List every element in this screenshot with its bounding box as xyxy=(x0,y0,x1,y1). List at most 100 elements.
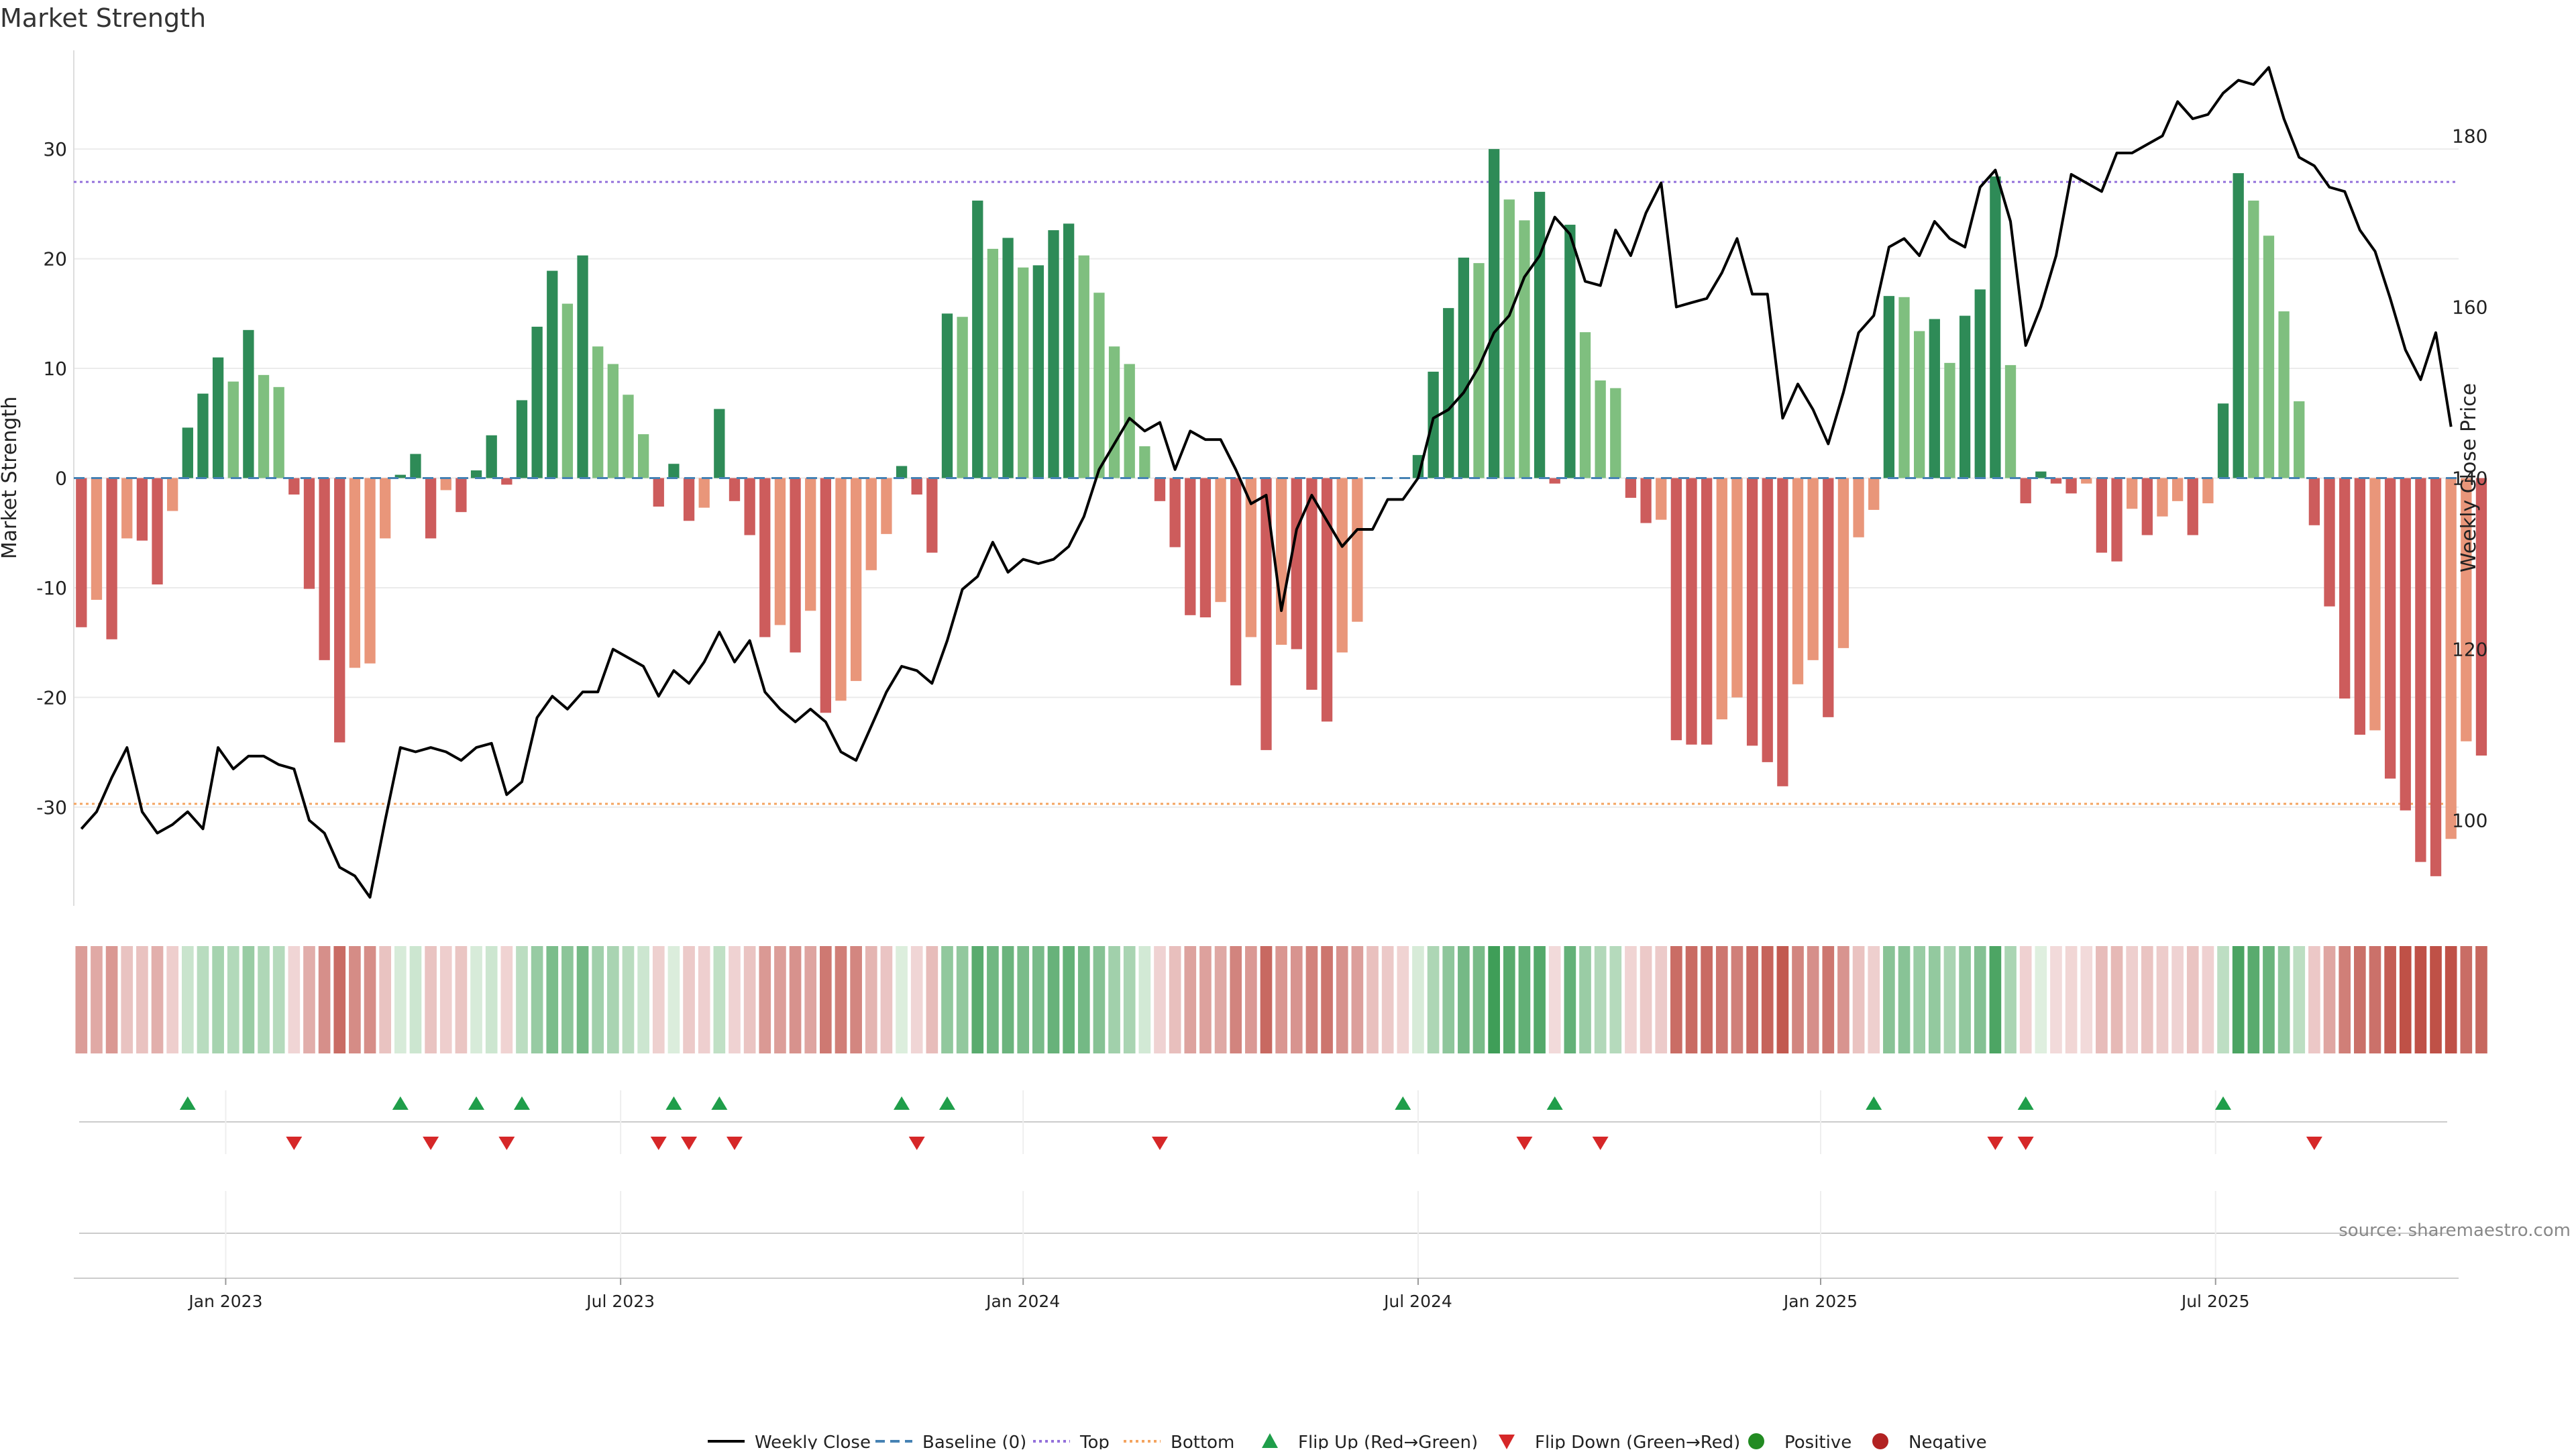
heat-cell xyxy=(1959,946,1971,1053)
strength-bar xyxy=(1018,267,1029,478)
strength-bar xyxy=(2400,478,2411,811)
strength-bar xyxy=(1275,478,1287,645)
strength-bar xyxy=(1199,478,1212,618)
strength-bar xyxy=(972,200,983,478)
x-tick-label: Jan 2024 xyxy=(985,1292,1060,1311)
legend-swatch xyxy=(1872,1433,1888,1449)
heat-cell xyxy=(1032,946,1044,1053)
weekly-close-line xyxy=(80,66,2453,899)
heat-cell xyxy=(364,946,376,1053)
strength-bar xyxy=(486,435,497,478)
strength-bar xyxy=(623,395,634,478)
heat-cell xyxy=(2247,946,2260,1053)
strength-bar xyxy=(744,478,755,535)
flip-up-marker xyxy=(392,1096,409,1110)
x-tick-label: Jan 2025 xyxy=(1782,1292,1858,1311)
strength-bar xyxy=(1519,220,1530,478)
heat-cell xyxy=(105,946,118,1053)
strength-bar xyxy=(1746,478,1758,746)
strength-bar xyxy=(227,381,239,478)
flip-up-marker xyxy=(2215,1096,2232,1110)
heat-cell xyxy=(820,946,832,1053)
x-axis: Jan 2023 Jul 2023 Jan 2024 Jul 2024 Jan 2025… xyxy=(74,1278,2459,1311)
strength-bar xyxy=(1853,478,1864,537)
strength-bar xyxy=(2081,478,2092,484)
heat-cell xyxy=(2019,946,2032,1053)
heat-cell xyxy=(470,946,482,1053)
strength-bar xyxy=(1959,315,1971,478)
strength-bar xyxy=(2020,478,2031,504)
heat-cell xyxy=(197,946,209,1053)
strength-bar xyxy=(182,427,193,478)
heat-cell xyxy=(1579,946,1591,1053)
strength-bar xyxy=(2475,478,2487,756)
y-tick-label: 20 xyxy=(43,248,67,270)
strength-bar xyxy=(2202,478,2214,504)
strength-bar xyxy=(1230,478,1242,686)
heat-cell xyxy=(1290,946,1303,1053)
strength-bar xyxy=(531,326,543,478)
heat-cell xyxy=(546,946,559,1053)
heat-cell xyxy=(2430,946,2442,1053)
strength-bar xyxy=(1701,478,1713,745)
strength-bar xyxy=(349,478,361,668)
strength-bar xyxy=(2050,478,2062,484)
strength-bar xyxy=(516,400,528,478)
strength-bar xyxy=(683,478,695,521)
heat-cell xyxy=(531,946,543,1053)
flip-down-marker xyxy=(423,1137,439,1150)
strength-bar xyxy=(2430,478,2442,876)
heat-cell xyxy=(485,946,498,1053)
legend-label: Negative xyxy=(1909,1433,1987,1449)
heat-cell xyxy=(1746,946,1758,1053)
strength-bar xyxy=(1260,478,1272,750)
heat-cell xyxy=(2308,946,2320,1053)
strength-bar xyxy=(1291,478,1302,650)
y-axis-right: 100 120 140 160 180 xyxy=(2452,125,2487,832)
heat-cell xyxy=(1518,946,1531,1053)
heat-cell xyxy=(1397,946,1409,1053)
strength-bar xyxy=(835,478,847,701)
heat-cell xyxy=(1305,946,1318,1053)
heat-cell xyxy=(2126,946,2138,1053)
strength-bar xyxy=(1306,478,1318,690)
heat-cell xyxy=(1822,946,1835,1053)
heat-cell xyxy=(1002,946,1014,1053)
heat-cell xyxy=(2156,946,2169,1053)
heat-cell xyxy=(212,946,224,1053)
heat-cell xyxy=(926,946,938,1053)
heat-cell xyxy=(318,946,331,1053)
strength-bar xyxy=(2065,478,2077,494)
strength-bar xyxy=(607,364,619,478)
legend-item: Baseline (0) xyxy=(875,1433,1026,1452)
heat-cell xyxy=(1534,946,1546,1053)
x-tick-label: Jul 2023 xyxy=(585,1292,655,1311)
strength-bar xyxy=(91,478,103,600)
legend-label: Baseline (0) xyxy=(922,1433,1026,1449)
flip-up-marker xyxy=(468,1096,485,1110)
heat-cell xyxy=(500,946,513,1053)
heat-cell xyxy=(1776,946,1789,1053)
heat-cell xyxy=(227,946,239,1053)
heat-cell xyxy=(1093,946,1106,1053)
strength-bar xyxy=(911,478,922,495)
flip-down-marker xyxy=(286,1137,303,1150)
heat-cell xyxy=(1351,946,1364,1053)
strength-bar xyxy=(1777,478,1788,786)
y-tick-label: -30 xyxy=(36,796,67,819)
heat-cell xyxy=(667,946,680,1053)
strength-bar xyxy=(1595,380,1606,478)
heat-cell xyxy=(1412,946,1424,1053)
strength-bar xyxy=(881,478,892,534)
heat-cell xyxy=(1928,946,1941,1053)
strength-bar xyxy=(2278,311,2290,478)
legend-item: Negative xyxy=(1872,1433,1987,1452)
strength-bar xyxy=(394,474,406,478)
heat-cell xyxy=(1154,946,1166,1053)
heat-cell xyxy=(850,946,862,1053)
strength-bar xyxy=(1352,478,1363,622)
heat-cell xyxy=(151,946,164,1053)
strength-bar xyxy=(1473,263,1485,478)
heat-cell xyxy=(121,946,133,1053)
y-tick-label: -10 xyxy=(36,577,67,599)
